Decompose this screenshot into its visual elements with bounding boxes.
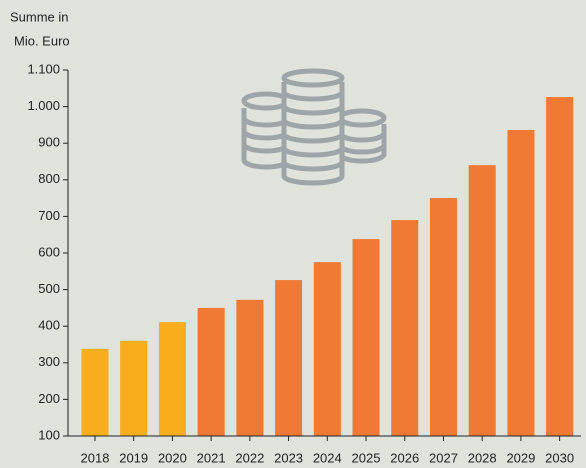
- y-tick-label: 200: [38, 391, 60, 406]
- x-tick-label: 2021: [197, 450, 226, 465]
- bar: [507, 130, 535, 437]
- y-tick-label: 300: [38, 354, 60, 369]
- y-axis-title: Mio. Euro: [14, 33, 70, 48]
- x-tick-label: 2024: [313, 450, 342, 465]
- bar: [236, 299, 264, 436]
- y-tick-label: 400: [38, 318, 60, 333]
- x-tick-label: 2020: [158, 450, 187, 465]
- x-tick-label: 2018: [81, 450, 110, 465]
- bar: [197, 307, 225, 436]
- bar: [81, 348, 109, 436]
- y-tick-label: 800: [38, 171, 60, 186]
- bar: [391, 220, 419, 436]
- x-tick-label: 2030: [545, 450, 574, 465]
- y-tick-label: 700: [38, 208, 60, 223]
- x-tick-label: 2023: [274, 450, 303, 465]
- x-tick-label: 2028: [468, 450, 497, 465]
- y-tick-label: 1.000: [27, 98, 60, 113]
- bar: [546, 97, 574, 437]
- bar: [120, 340, 148, 436]
- x-tick-label: 2025: [352, 450, 381, 465]
- y-tick-label: 900: [38, 135, 60, 150]
- x-tick-label: 2022: [235, 450, 264, 465]
- x-tick-label: 2019: [119, 450, 148, 465]
- bar: [352, 239, 380, 436]
- x-tick-label: 2029: [506, 450, 535, 465]
- x-tick-label: 2026: [390, 450, 419, 465]
- y-tick-label: 600: [38, 244, 60, 259]
- y-tick-label: 500: [38, 281, 60, 296]
- coins-icon: [241, 68, 387, 186]
- y-tick-label: 1.100: [27, 61, 60, 76]
- bar: [313, 262, 341, 436]
- bar: [158, 322, 186, 436]
- y-axis-title: Summe in: [10, 9, 69, 24]
- bar: [468, 165, 496, 436]
- y-tick-label: 100: [38, 427, 60, 442]
- bar: [275, 280, 303, 436]
- x-tick-label: 2027: [429, 450, 458, 465]
- bar: [429, 198, 457, 436]
